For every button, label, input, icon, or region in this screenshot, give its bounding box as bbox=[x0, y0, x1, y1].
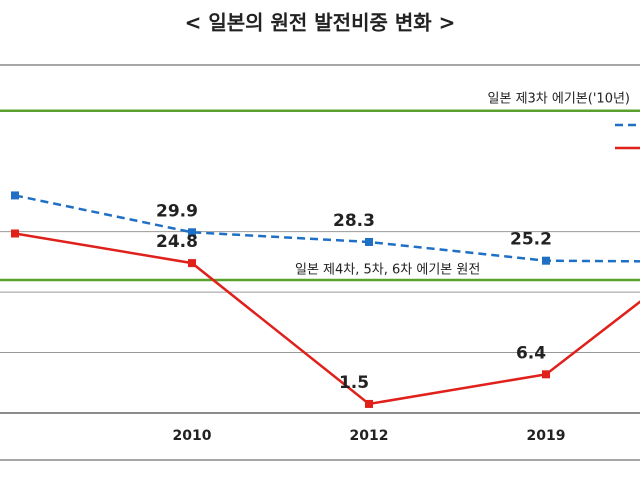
x-tick-label: 2012 bbox=[350, 428, 389, 444]
data-point bbox=[365, 237, 373, 246]
data-label: 6.4 bbox=[516, 343, 546, 363]
reference-label: 일본 제3차 에기본('10년) bbox=[488, 91, 630, 106]
data-point bbox=[11, 191, 19, 200]
reference-label: 일본 제4차, 5차, 6차 에기본 원전 bbox=[295, 263, 480, 278]
data-point bbox=[542, 256, 550, 265]
plot-frame bbox=[0, 64, 640, 461]
data-point bbox=[188, 259, 196, 268]
data-point bbox=[188, 228, 196, 237]
x-tick-label: 2019 bbox=[527, 428, 566, 444]
data-label: 24.8 bbox=[156, 232, 198, 252]
data-point bbox=[365, 399, 373, 408]
data-label: 28.3 bbox=[333, 211, 375, 231]
series-line bbox=[14, 194, 640, 263]
x-tick-label: 2010 bbox=[173, 428, 212, 444]
data-point bbox=[542, 370, 550, 379]
data-label: 29.9 bbox=[156, 201, 198, 221]
data-label: 25.2 bbox=[510, 230, 552, 250]
data-label: 1.5 bbox=[339, 373, 369, 393]
data-point bbox=[11, 229, 19, 238]
chart-title: < 일본의 원전 발전비중 변화 > bbox=[185, 11, 456, 35]
